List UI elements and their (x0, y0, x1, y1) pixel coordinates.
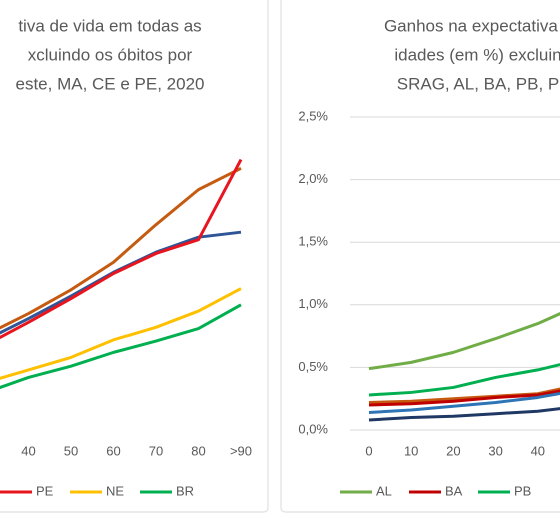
chart-title: Ganhos na expectativa d (384, 16, 560, 35)
y-tick-label: 2,0% (298, 171, 328, 186)
legend-label: PB (514, 483, 531, 498)
x-tick-label: 50 (64, 443, 78, 458)
series-line (368, 391, 560, 414)
legend-label: BR (176, 483, 194, 498)
x-tick-label: 40 (21, 443, 35, 458)
chart-title: tiva de vida em todas as (18, 16, 201, 35)
x-tick-label: 30 (488, 443, 502, 458)
series-line (368, 312, 560, 371)
y-tick-label: 1,5% (298, 234, 328, 249)
y-tick-label: 2,5% (298, 108, 328, 123)
chart-title: xcluindo os óbitos por (28, 45, 193, 64)
panel (0, 0, 269, 513)
series-line (368, 363, 560, 397)
series-line (0, 287, 242, 380)
x-tick-label: 70 (149, 443, 163, 458)
y-tick-label: 1,0% (298, 296, 328, 311)
y-tick-label: 0,0% (298, 421, 328, 436)
x-tick-label: 0 (365, 443, 372, 458)
chart-title: idades (em %) excluin (394, 45, 560, 64)
panel (280, 0, 560, 513)
x-tick-label: 40 (531, 443, 545, 458)
legend-label: NE (106, 483, 124, 498)
x-tick-label: 10 (404, 443, 418, 458)
x-tick-label: 80 (191, 443, 205, 458)
x-tick-label: 20 (446, 443, 460, 458)
legend-label: BA (445, 483, 463, 498)
series-line (0, 158, 243, 340)
chart-title: SRAG, AL, BA, PB, P (397, 74, 560, 93)
series-line (0, 166, 242, 330)
legend-label: AL (376, 483, 392, 498)
chart-right: Ganhos na expectativa d idades (em %) exc… (298, 16, 560, 498)
chart-title: este, MA, CE e PE, 2020 (16, 74, 205, 93)
y-tick-label: 0,5% (298, 359, 328, 374)
series-line (0, 303, 242, 390)
x-tick-label: 60 (106, 443, 120, 458)
series-line (368, 407, 560, 422)
x-tick-label: >90 (230, 443, 252, 458)
series-line (368, 389, 560, 407)
chart-left: tiva de vida em todas as xcluindo os óbit… (0, 16, 252, 498)
legend-label: PE (36, 483, 54, 498)
